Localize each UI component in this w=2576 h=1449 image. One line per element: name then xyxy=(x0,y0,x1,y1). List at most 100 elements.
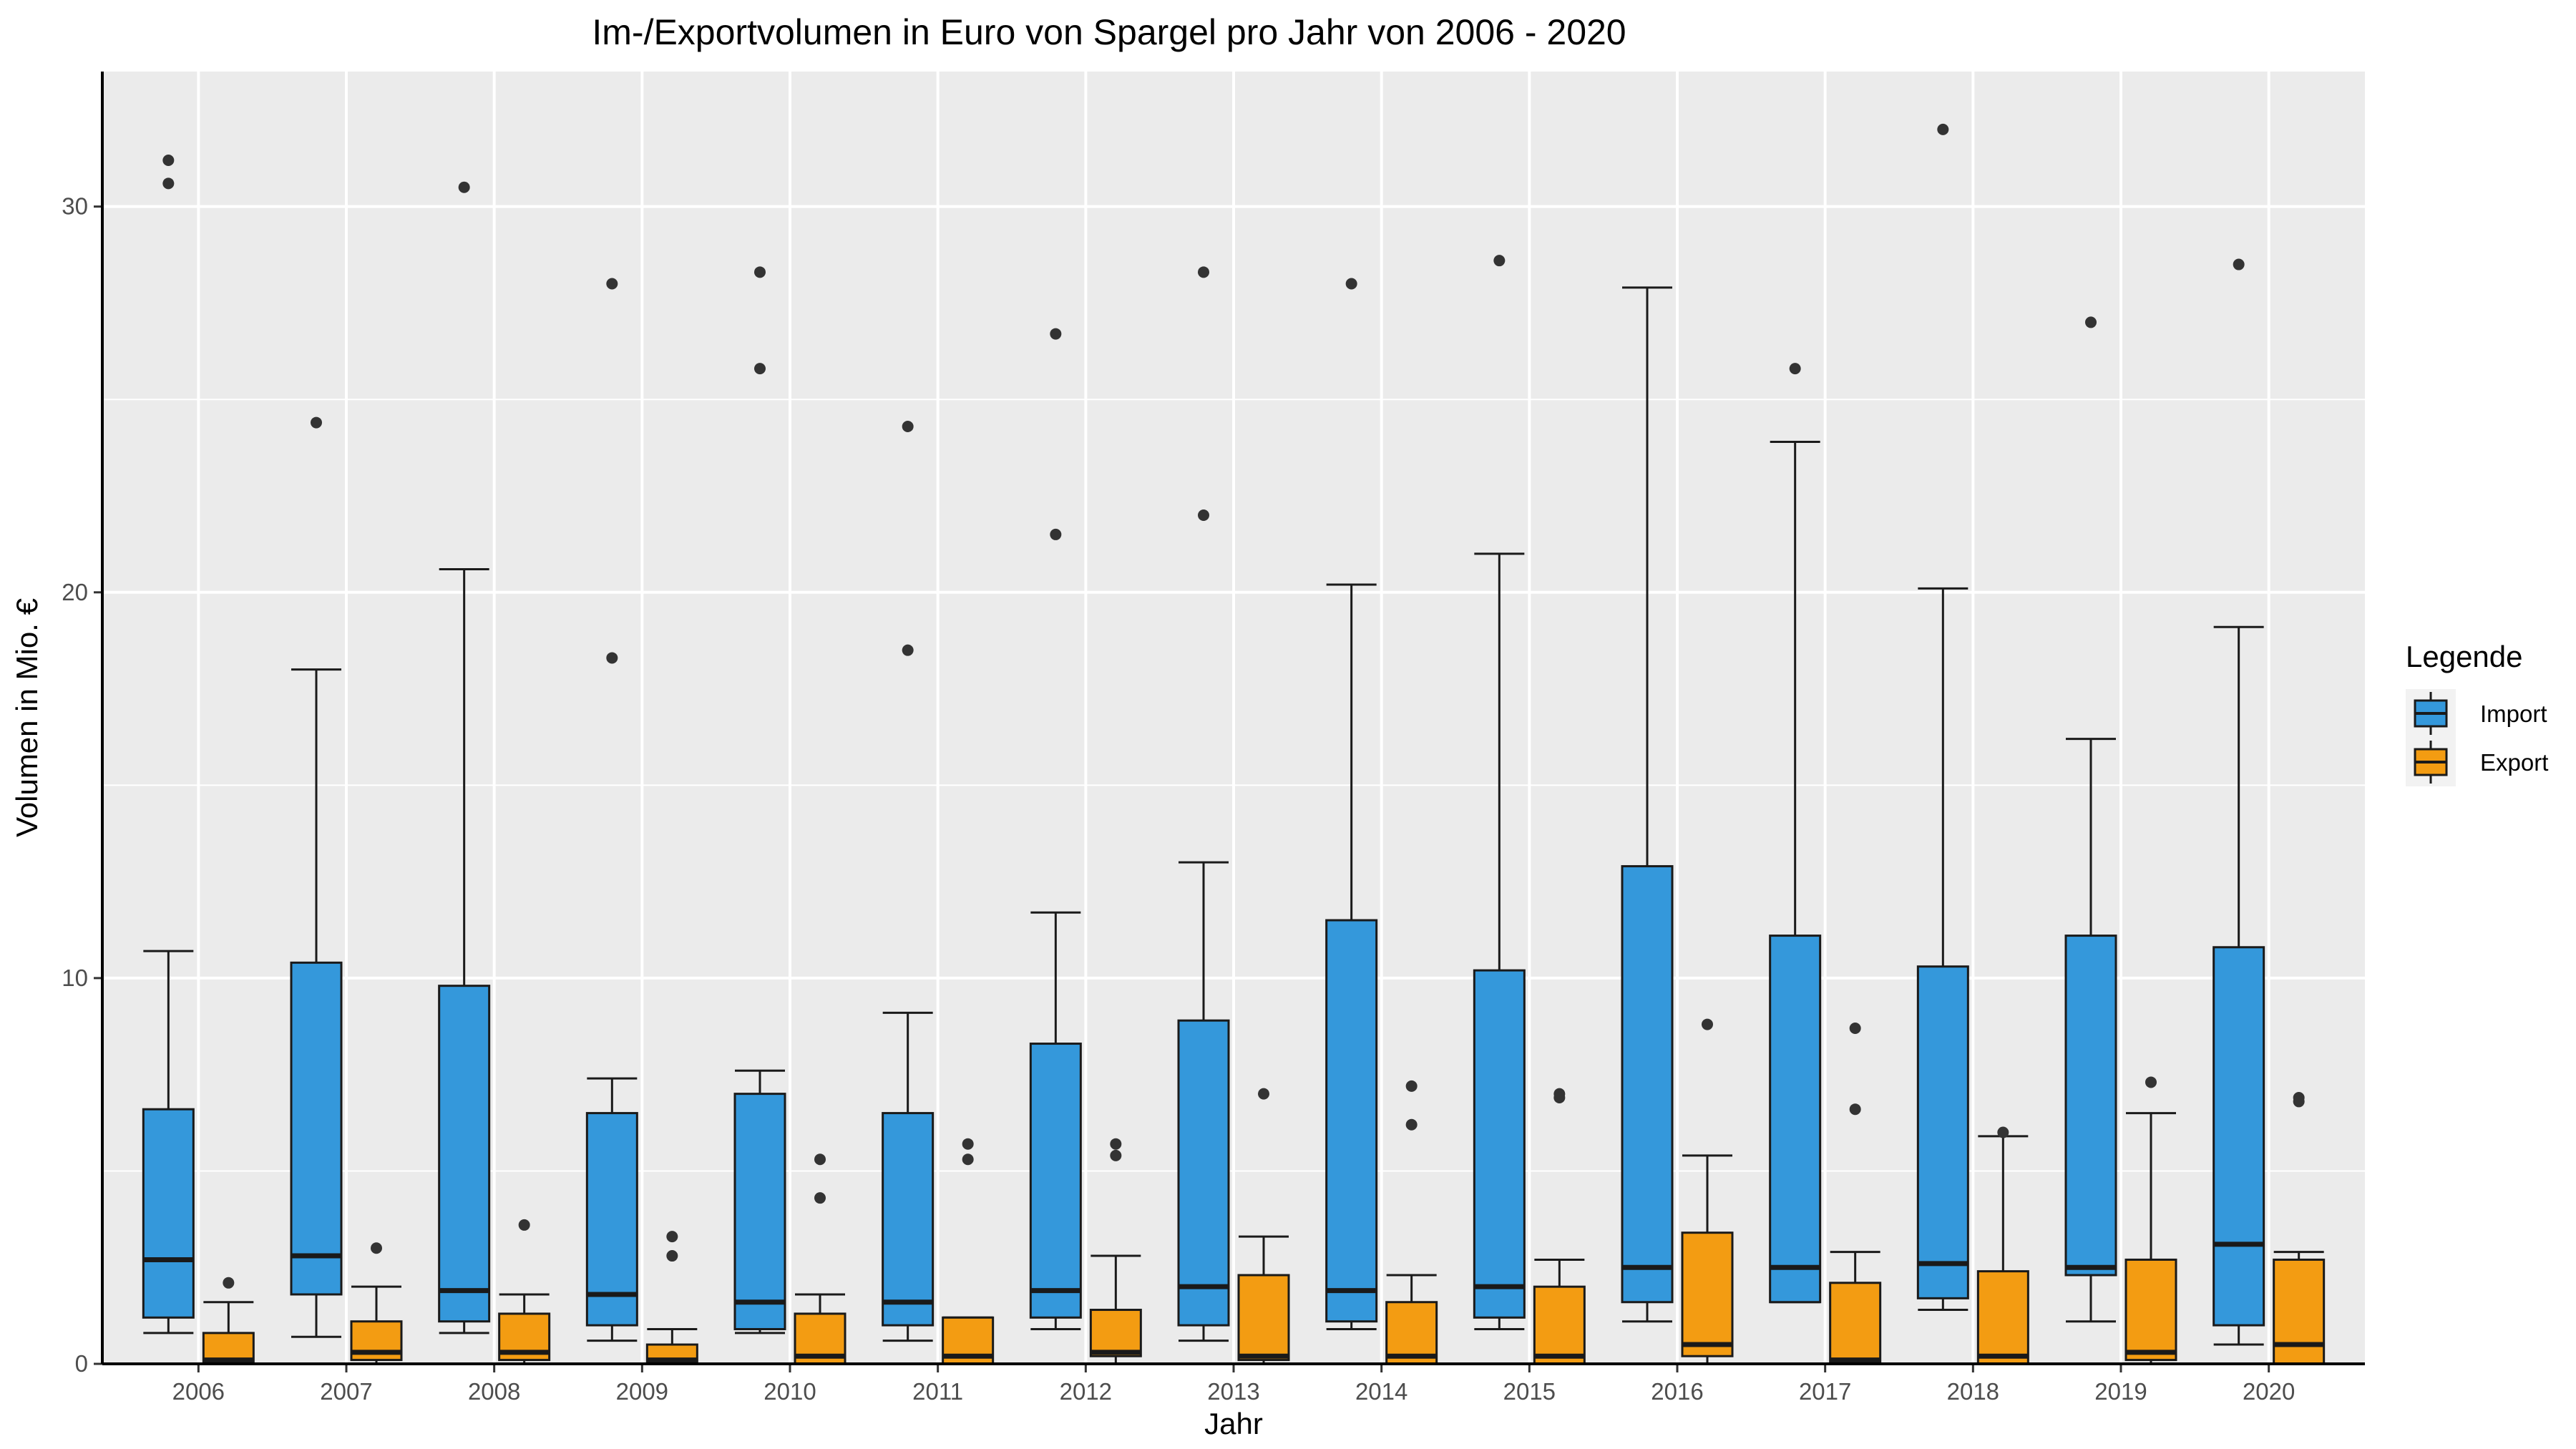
x-axis-label: Jahr xyxy=(1204,1407,1263,1440)
import-box-2018 xyxy=(1916,123,1969,1312)
x-tick-label: 2012 xyxy=(1060,1378,1112,1405)
outlier-point xyxy=(1997,1126,2009,1138)
outlier-point xyxy=(518,1219,530,1231)
import-box-2010 xyxy=(733,266,786,1335)
box xyxy=(2212,946,2265,1327)
outlier-point xyxy=(223,1277,235,1289)
import-box-2007 xyxy=(290,416,343,1338)
outlier-point xyxy=(1849,1103,1861,1116)
box xyxy=(2124,1258,2177,1362)
outlier-point xyxy=(606,278,618,290)
outlier-point xyxy=(1553,1092,1566,1104)
import-box-2016 xyxy=(1621,286,1674,1323)
box xyxy=(142,1108,195,1319)
box xyxy=(733,1093,786,1330)
box xyxy=(2273,1258,2326,1365)
outlier-point xyxy=(1050,528,1062,540)
box xyxy=(2064,935,2117,1277)
axes: 0 10 20 30 2006 2007 2008 2009 2010 2011 2012 2013 2… xyxy=(62,72,2365,1405)
y-axis-label: Volumen in Mio. € xyxy=(10,598,44,837)
outlier-point xyxy=(371,1242,382,1254)
outlier-point xyxy=(666,1250,678,1262)
outlier-point xyxy=(606,652,618,664)
legend: Legende Import Export xyxy=(2406,640,2548,786)
chart-title: Im-/Exportvolumen in Euro von Spargel pr… xyxy=(592,12,1626,52)
outlier-point xyxy=(814,1192,826,1204)
box xyxy=(1769,935,1822,1304)
outlier-point xyxy=(1493,255,1506,267)
import-box-2006 xyxy=(142,154,195,1335)
box xyxy=(1621,865,1674,1304)
export-box-2008 xyxy=(498,1219,551,1365)
x-tick-label: 2017 xyxy=(1799,1378,1851,1405)
outlier-point xyxy=(1198,266,1209,278)
outlier-point xyxy=(1702,1018,1713,1030)
box xyxy=(438,985,491,1323)
box xyxy=(1089,1309,1142,1357)
outlier-point xyxy=(1345,278,1357,290)
box xyxy=(1237,1274,1290,1362)
outlier-point xyxy=(2233,258,2245,270)
outlier-point xyxy=(754,266,766,278)
grid-lines xyxy=(102,72,2365,1365)
legend-title: Legende xyxy=(2406,640,2523,673)
export-box-2013 xyxy=(1237,1088,1290,1365)
outlier-point xyxy=(962,1138,974,1150)
box xyxy=(1829,1282,1882,1365)
box xyxy=(1325,919,1378,1323)
box xyxy=(1473,969,1526,1319)
outlier-point xyxy=(902,644,914,656)
x-tick-label: 2020 xyxy=(2243,1378,2295,1405)
x-tick-label: 2015 xyxy=(1503,1378,1556,1405)
outlier-point xyxy=(754,363,766,375)
outlier-point xyxy=(1198,509,1209,521)
outlier-point xyxy=(1110,1149,1122,1161)
box xyxy=(1029,1043,1082,1319)
legend-item-import: Import xyxy=(2406,689,2547,738)
outlier-point xyxy=(814,1153,826,1166)
outlier-point xyxy=(1937,123,1949,135)
x-tick-label: 2011 xyxy=(912,1378,963,1405)
outlier-point xyxy=(1258,1088,1269,1100)
x-tick-label: 2018 xyxy=(1947,1378,1999,1405)
box xyxy=(585,1112,638,1327)
x-tick-label: 2019 xyxy=(2094,1378,2147,1405)
outlier-point xyxy=(2293,1096,2305,1108)
x-tick-label: 2008 xyxy=(468,1378,520,1405)
box xyxy=(1177,1019,1230,1327)
box xyxy=(1385,1301,1438,1365)
outlier-point xyxy=(458,181,470,193)
import-box-2008 xyxy=(438,181,491,1335)
import-box-2015 xyxy=(1473,255,1526,1330)
x-tick-label: 2010 xyxy=(763,1378,816,1405)
outlier-point xyxy=(1405,1080,1418,1092)
import-box-2020 xyxy=(2212,258,2265,1346)
box xyxy=(1681,1231,1734,1357)
box xyxy=(290,961,343,1296)
x-tick-label: 2006 xyxy=(172,1378,225,1405)
outlier-point xyxy=(162,154,175,166)
import-box-2009 xyxy=(585,278,638,1342)
y-tick-label: 10 xyxy=(62,965,88,991)
outlier-point xyxy=(1405,1118,1418,1131)
box xyxy=(1533,1285,1586,1365)
box xyxy=(1916,965,1969,1299)
import-box-2014 xyxy=(1325,278,1378,1330)
outlier-point xyxy=(2085,316,2097,328)
outlier-point xyxy=(2145,1076,2157,1088)
y-tick-label: 0 xyxy=(75,1350,88,1377)
import-box-2013 xyxy=(1177,266,1230,1342)
outlier-point xyxy=(1849,1022,1861,1034)
import-box-2017 xyxy=(1769,363,1822,1304)
legend-label: Import xyxy=(2480,701,2547,727)
x-tick-label: 2007 xyxy=(320,1378,372,1405)
outlier-point xyxy=(162,177,175,190)
y-tick-label: 20 xyxy=(62,579,88,605)
outlier-point xyxy=(1789,363,1801,375)
x-tick-label: 2009 xyxy=(616,1378,668,1405)
import-box-2019 xyxy=(2064,316,2117,1323)
outlier-point xyxy=(1110,1138,1122,1150)
x-tick-label: 2016 xyxy=(1651,1378,1703,1405)
legend-label: Export xyxy=(2480,749,2548,776)
